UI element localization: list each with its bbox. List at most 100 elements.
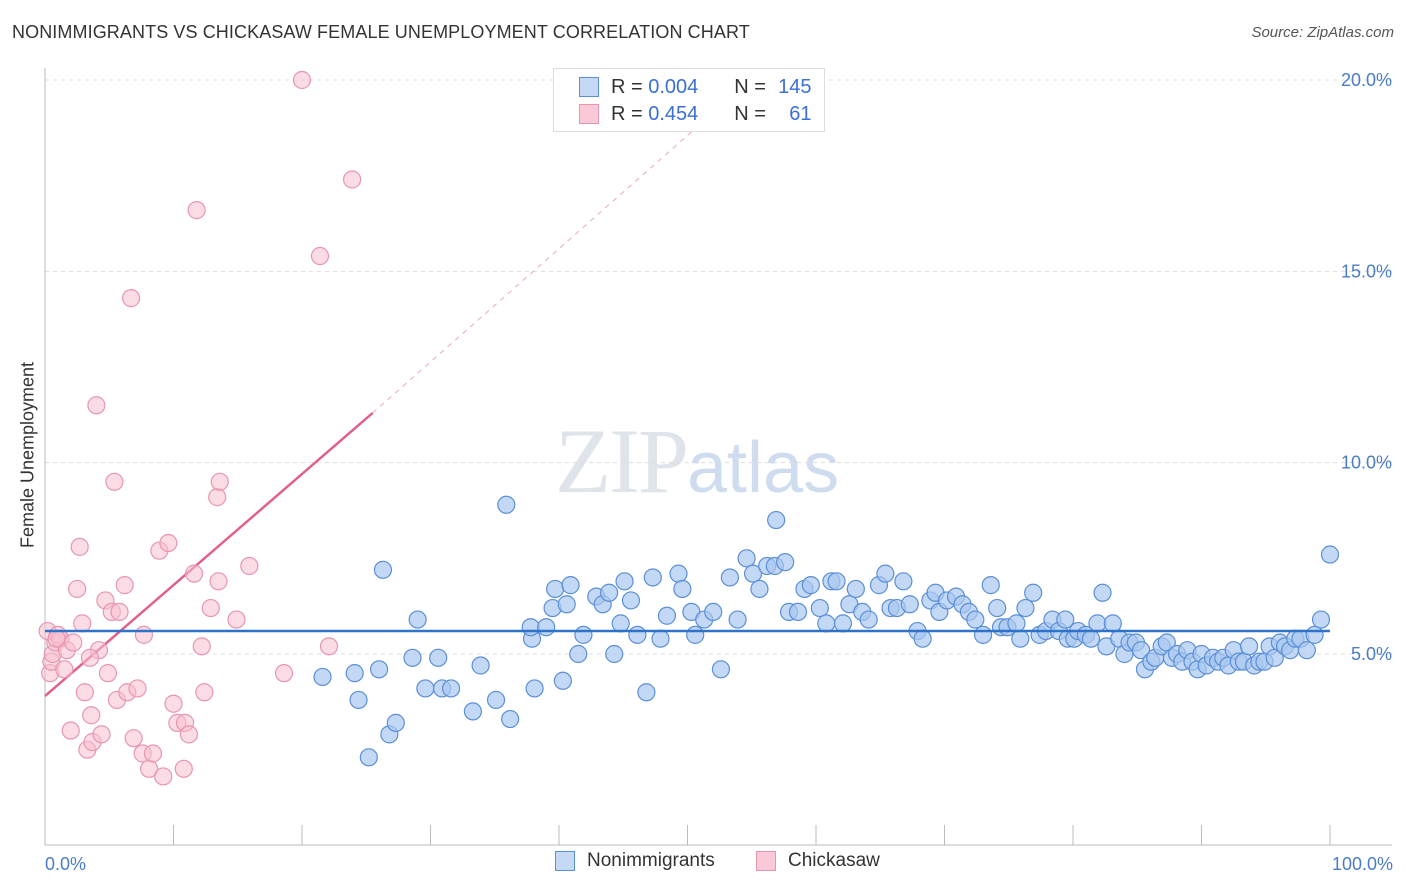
nonimmigrants-point — [728, 610, 747, 629]
nonimmigrants-point — [408, 610, 427, 629]
chickasaw-point — [121, 289, 141, 308]
chickasaw-points — [38, 70, 362, 786]
chickasaw-point — [124, 729, 143, 748]
nonimmigrants-point — [1305, 625, 1324, 644]
legend-item-chickasaw[interactable]: Chickasaw — [756, 850, 880, 872]
nonimmigrants-point — [704, 602, 723, 622]
nonimmigrants-point — [574, 625, 593, 644]
chart-title: NONIMMIGRANTS VS CHICKASAW FEMALE UNEMPL… — [12, 22, 750, 42]
nonimmigrants-point — [988, 598, 1007, 618]
y-tick-label: 20.0% — [1341, 70, 1392, 90]
nonimmigrants-point — [1024, 583, 1043, 602]
chickasaw-point — [240, 556, 259, 576]
nonimmigrants-point — [737, 549, 756, 568]
nonimmigrants-point — [569, 644, 588, 664]
chickasaw-point — [154, 767, 173, 786]
nonimmigrants-point — [501, 709, 520, 729]
nonimmigrants-point — [1297, 641, 1316, 660]
chickasaw-point — [343, 170, 362, 189]
nonimmigrants-point — [767, 510, 786, 530]
chickasaw-point — [47, 629, 66, 648]
chickasaw-point — [75, 683, 94, 702]
nonimmigrants-point — [643, 568, 662, 587]
nonimmigrants-point — [1007, 614, 1026, 633]
chickasaw-point — [64, 633, 83, 652]
nonimmigrants-point — [486, 690, 506, 710]
nonimmigrants-point — [1081, 629, 1101, 648]
nonimmigrants-point — [686, 625, 705, 644]
nonimmigrants-point — [429, 648, 448, 667]
nonimmigrants-point — [611, 614, 630, 633]
x-tick-label-min: 0.0% — [45, 854, 86, 874]
nonimmigrants-point — [359, 748, 378, 767]
nonimmigrants-point — [846, 579, 865, 599]
nonimmigrants-point — [525, 679, 544, 698]
nonimmigrants-point — [750, 579, 769, 599]
legend-stats-row-chickasaw: R = 0.454 N = 61 — [579, 101, 812, 127]
n-label: N = — [734, 75, 766, 98]
nonimmigrants-point — [833, 614, 853, 633]
nonimmigrants-point — [1016, 598, 1035, 618]
nonimmigrants-point — [416, 679, 435, 698]
nonimmigrants-point — [651, 629, 670, 648]
nonimmigrants-point — [973, 625, 993, 644]
chickasaw-point — [319, 637, 339, 656]
r-label: R = — [611, 75, 643, 98]
chickasaw-point — [105, 472, 124, 491]
nonimmigrants-point — [711, 660, 731, 679]
y-tick-label: 10.0% — [1341, 453, 1392, 473]
n-value-nonimmigrants: 145 — [778, 75, 812, 98]
chickasaw-point — [82, 706, 101, 725]
chickasaw-point — [292, 70, 312, 90]
nonimmigrants-point — [1093, 583, 1112, 602]
chickasaw-trend-extension — [372, 129, 695, 414]
chickasaw-point — [87, 396, 106, 415]
legend-swatch-blue — [579, 77, 599, 97]
nonimmigrants-point — [657, 606, 677, 625]
chickasaw-point — [209, 572, 228, 591]
nonimmigrants-point — [743, 564, 763, 583]
legend-item-nonimmigrants[interactable]: Nonimmigrants — [555, 850, 715, 872]
nonimmigrants-point — [876, 564, 895, 583]
nonimmigrants-point — [345, 664, 364, 683]
legend-label-nonimmigrants: Nonimmigrants — [587, 850, 715, 871]
axes — [44, 68, 1392, 846]
nonimmigrants-point — [370, 660, 389, 679]
nonimmigrants-point — [600, 583, 619, 602]
nonimmigrants-point — [859, 610, 878, 629]
chickasaw-point — [92, 725, 111, 744]
nonimmigrants-point — [313, 667, 332, 687]
nonimmigrants-point — [788, 602, 808, 622]
chickasaw-point — [143, 744, 163, 763]
nonimmigrants-point — [441, 679, 461, 698]
nonimmigrants-point — [373, 560, 393, 579]
tick-labels: 5.0% 10.0% 15.0% 20.0% 0.0% 100.0% — [45, 70, 1393, 874]
chickasaw-point — [73, 614, 92, 633]
nonimmigrants-point — [981, 576, 1000, 595]
nonimmigrants-point — [561, 576, 580, 595]
legend-label-chickasaw: Chickasaw — [788, 850, 880, 871]
chickasaw-point — [210, 472, 229, 491]
nonimmigrants-point — [669, 564, 688, 583]
y-tick-label: 15.0% — [1341, 261, 1392, 281]
nonimmigrants-point — [471, 656, 490, 675]
chickasaw-trend — [44, 129, 695, 698]
nonimmigrants-point — [546, 579, 565, 599]
chickasaw-point — [98, 664, 118, 683]
chickasaw-point — [61, 721, 80, 740]
watermark-atlas: atlas — [687, 428, 840, 508]
nonimmigrants-point — [605, 644, 624, 664]
nonimmigrants-point — [621, 591, 641, 610]
chickasaw-point — [208, 488, 227, 507]
nonimmigrants-point — [628, 625, 647, 644]
nonimmigrants-point — [894, 572, 913, 591]
nonimmigrants-point — [900, 595, 919, 614]
nonimmigrants-point — [1088, 614, 1107, 633]
legend-stats: R = 0.004 N = 145 R = 0.454 N = 61 — [553, 68, 825, 132]
legend-swatch-pink — [756, 851, 776, 871]
nonimmigrants-point — [463, 702, 483, 721]
n-value-chickasaw: 61 — [789, 102, 812, 125]
watermark-zip: ZIP — [555, 410, 689, 512]
nonimmigrants-point — [553, 671, 572, 690]
nonimmigrants-point — [720, 568, 740, 587]
